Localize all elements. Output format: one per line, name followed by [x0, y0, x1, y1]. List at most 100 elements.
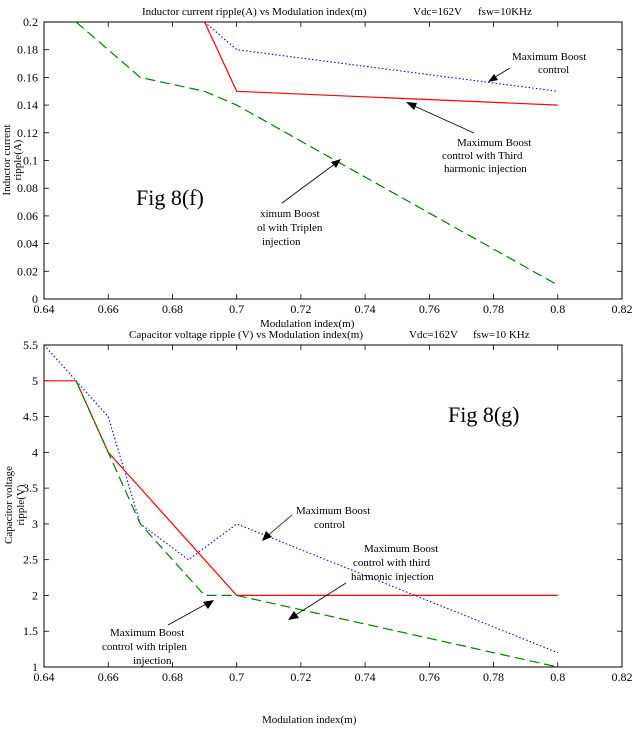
- x-tick-label: 0.82: [612, 670, 633, 684]
- annotation-max-boost-line2: control: [538, 64, 569, 76]
- x-tick-label: 0.78: [483, 302, 504, 316]
- x-tick-label: 0.76: [419, 670, 440, 684]
- x-tick-label: 0.64: [34, 670, 55, 684]
- y-axis: 1 1.5 2 2.5 3 3.5 4 4.5 5 5.5: [23, 338, 622, 674]
- chart-title-fsw: fsw=10 KHz: [473, 329, 530, 341]
- series-line-triplen: [75, 21, 559, 286]
- arrow-head: [288, 611, 299, 620]
- y-tick-label: 1.5: [23, 624, 38, 638]
- x-tick-label: 0.66: [98, 670, 119, 684]
- annotation-max-boost-line2: control: [314, 519, 345, 531]
- series-group: [43, 344, 559, 668]
- y-tick-label: 3: [32, 517, 38, 531]
- y-tick-label: 4: [32, 445, 38, 459]
- annotation-triplen-line3: injection: [133, 655, 172, 667]
- y-axis-title-line1: Capacitor voltage: [3, 466, 15, 544]
- y-tick-label: 2.5: [23, 553, 38, 567]
- figure-label: Fig 8(f): [136, 185, 204, 210]
- y-tick-label: 2: [32, 588, 38, 602]
- plot-frame: [43, 344, 623, 668]
- annotation-third-harmonic-line1: Maximum Boost: [364, 543, 438, 555]
- x-tick-label: 0.7: [229, 302, 244, 316]
- annotation-arrow: [411, 104, 475, 134]
- y-tick-label: 0.02: [17, 264, 38, 278]
- y-axis-title-line1: Inductor current: [1, 124, 13, 195]
- chart-inductor-current: Inductor current ripple(A) vs Modulation…: [1, 6, 633, 330]
- annotation-max-boost-line1: Maximum Boost: [512, 51, 586, 63]
- y-axis-title-line2: ripple(V): [15, 484, 27, 525]
- y-tick-label: 0.04: [17, 237, 38, 251]
- x-tick-label: 0.72: [290, 670, 311, 684]
- series-group: [75, 21, 559, 286]
- series-line-triplen: [75, 380, 558, 668]
- y-tick-label: 0.2: [23, 15, 38, 29]
- arrow-head: [331, 159, 341, 168]
- annotation-mask: [225, 204, 275, 252]
- x-tick-label: 0.8: [550, 302, 565, 316]
- x-axis: 0.64 0.66 0.68 0.7 0.72 0.74 0.76 0.78 0.8 0.82: [34, 22, 633, 316]
- x-tick-label: 0.7: [229, 670, 244, 684]
- x-tick-label: 0.64: [34, 302, 55, 316]
- x-tick-label: 0.78: [483, 670, 504, 684]
- x-tick-label: 0.68: [162, 302, 183, 316]
- annotation-arrow: [281, 162, 337, 204]
- x-tick-label: 0.74: [355, 302, 376, 316]
- x-tick-label: 0.76: [419, 302, 440, 316]
- chart-capacitor-voltage: Capacitor voltage ripple (V) vs Modulati…: [3, 329, 633, 726]
- series-line-max-boost: [43, 344, 559, 654]
- x-axis: 0.64 0.66 0.68 0.7 0.72 0.74 0.76 0.78 0.8 0.82: [34, 345, 633, 684]
- annotation-third-harmonic-line3: harmonic injection: [444, 163, 527, 175]
- y-tick-label: 0.18: [17, 43, 38, 57]
- y-axis: 0 0.02 0.04 0.06 0.08 0.1 0.12 0.14 0.16 0.18 0.2: [17, 15, 622, 306]
- y-tick-label: 0.16: [17, 70, 38, 84]
- annotation-triplen-line2: control with triplen: [102, 641, 187, 653]
- y-tick-label: 4.5: [23, 410, 38, 424]
- series-line-third-harmonic: [204, 21, 558, 106]
- annotation-third-harmonic-line2: control with Third: [442, 150, 523, 162]
- chart-title-vdc: Vdc=162V: [413, 6, 462, 18]
- x-tick-label: 0.72: [290, 302, 311, 316]
- annotation-max-boost-line1: Maximum Boost: [296, 505, 370, 517]
- x-tick-label: 0.82: [612, 302, 633, 316]
- annotation-arrow: [293, 582, 347, 617]
- y-tick-label: 1: [32, 660, 38, 674]
- y-tick-label: 0: [32, 292, 38, 306]
- annotation-triplen-line1: ximum Boost: [260, 208, 320, 220]
- y-tick-label: 5.5: [23, 338, 38, 352]
- y-tick-label: 0.08: [17, 181, 38, 195]
- arrow-head: [262, 531, 272, 541]
- x-tick-label: 0.74: [355, 670, 376, 684]
- y-tick-label: 0.14: [17, 98, 38, 112]
- annotation-third-harmonic-line1: Maximum Boost: [457, 137, 531, 149]
- x-axis-title: Modulation index(m): [260, 318, 355, 330]
- arrow-head: [406, 102, 417, 110]
- chart-title: Inductor current ripple(A) vs Modulation…: [142, 6, 367, 18]
- series-line-third-harmonic: [44, 380, 558, 597]
- y-tick-label: 0.06: [17, 209, 38, 223]
- chart-title: Capacitor voltage ripple (V) vs Modulati…: [129, 329, 363, 341]
- y-axis-title-line2: ripple(A): [12, 139, 24, 180]
- plot-frame: [43, 21, 623, 300]
- annotation-triplen-line1: Maximum Boost: [110, 627, 184, 639]
- y-tick-label: 3.5: [23, 481, 38, 495]
- annotation-arrow: [265, 514, 293, 538]
- annotation-triplen-line3: injection: [262, 236, 301, 248]
- x-axis-title: Modulation index(m): [262, 714, 357, 726]
- annotation-arrow: [167, 602, 209, 626]
- annotation-third-harmonic-line2: control with third: [353, 557, 430, 569]
- x-tick-label: 0.8: [550, 670, 565, 684]
- arrow-head: [203, 600, 214, 609]
- arrow-head: [488, 74, 498, 82]
- y-tick-label: 5: [32, 374, 38, 388]
- annotation-triplen-line2: ol with Triplen: [257, 222, 323, 234]
- y-tick-label: 0.1: [23, 154, 38, 168]
- figure-label: Fig 8(g): [448, 402, 520, 427]
- chart-title-vdc: Vdc=162V: [409, 329, 458, 341]
- x-tick-label: 0.68: [162, 670, 183, 684]
- y-tick-label: 0.12: [17, 126, 38, 140]
- annotation-third-harmonic-line3: harmonic injection: [351, 571, 434, 583]
- series-line-max-boost: [204, 21, 558, 92]
- chart-title-fsw: fsw=10KHz: [478, 6, 532, 18]
